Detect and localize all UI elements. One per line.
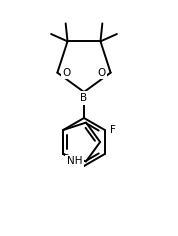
Text: O: O (97, 68, 106, 78)
Text: F: F (110, 125, 116, 135)
Text: B: B (80, 93, 88, 103)
Text: NH: NH (67, 156, 82, 166)
Text: O: O (62, 68, 71, 78)
